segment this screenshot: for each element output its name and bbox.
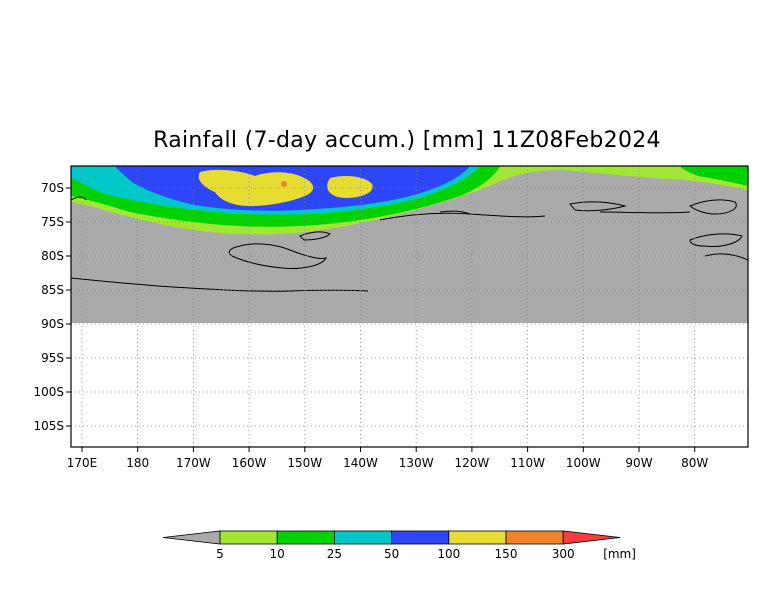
lon-tick-label: 150W [287,456,322,470]
rain-band-150-300 [281,181,287,187]
lon-tick-label: 110W [510,456,545,470]
colorbar-box [505,530,564,545]
colorbar-box [219,530,278,545]
colorbar-tick-label: 100 [437,547,460,561]
lon-tick-label: 160W [232,456,267,470]
lon-tick-label: 170E [67,456,98,470]
lat-tick-label: 80S [41,249,64,263]
rain-band-100-150-b [327,176,373,198]
lat-tick-label: 95S [41,351,64,365]
lon-tick-label: 140W [343,456,378,470]
rain-band-east [680,166,748,186]
lat-tick-label: 105S [33,419,64,433]
lat-tick-label: 70S [41,181,64,195]
colorbar-box [276,530,335,545]
lon-tick-label: 170W [176,456,211,470]
lat-tick-label: 100S [33,385,64,399]
colorbar-box [448,530,507,545]
colorbar-upper-arrow [562,530,621,545]
colorbar-box [333,530,392,545]
lon-tick-label: 90W [625,456,652,470]
colorbar-tick-label: 5 [216,547,224,561]
lon-tick-label: 80W [681,456,708,470]
colorbar-box [391,530,450,545]
colorbar-tick-label: 10 [270,547,285,561]
plot-frame [70,165,749,448]
colorbar-tick-label: 150 [495,547,518,561]
lon-tick-label: 130W [399,456,434,470]
colorbar-tick-label: 300 [552,547,575,561]
map-title: Rainfall (7-day accum.) [mm] 11Z08Feb202… [153,128,661,153]
colorbar-lower-arrow [162,530,221,545]
colorbar: 5 10 25 50 100 150 300 [mm] [162,530,636,561]
colorbar-unit: [mm] [603,547,636,561]
colorbar-tick-label: 50 [384,547,399,561]
lon-tick-label: 180 [126,456,149,470]
lon-tick-label: 120W [455,456,490,470]
rain-band-east-light [640,169,676,179]
lat-tick-label: 85S [41,283,64,297]
lat-tick-label: 90S [41,317,64,331]
colorbar-tick-label: 25 [327,547,342,561]
gridlines [71,166,748,447]
lat-tick-label: 75S [41,215,64,229]
lon-tick-label: 100W [566,456,601,470]
